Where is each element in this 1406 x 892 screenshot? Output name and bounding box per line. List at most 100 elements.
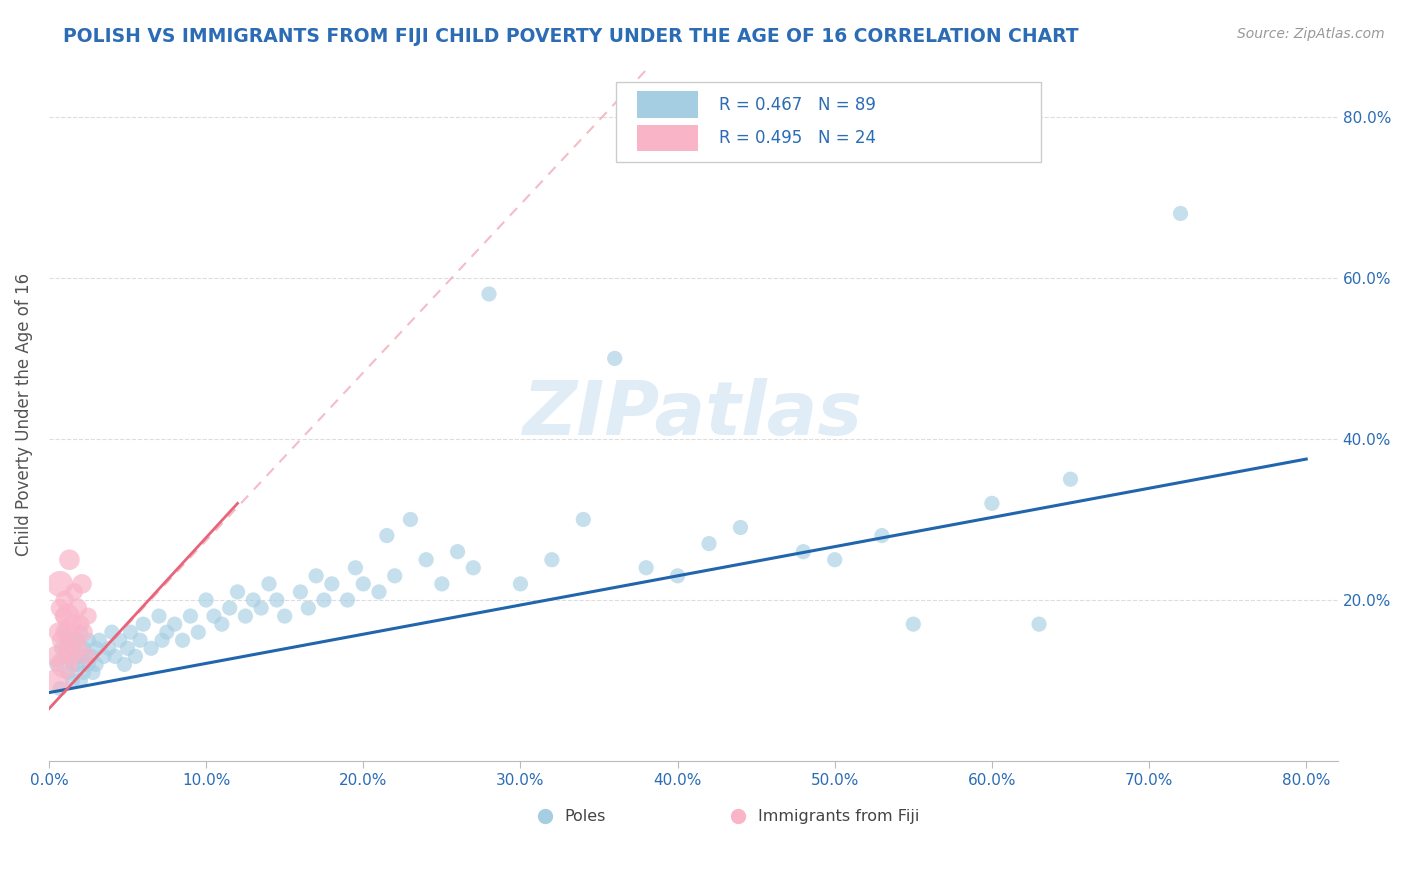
Point [49,577,72,591]
Point [53,625,76,640]
Point [77,609,100,624]
Point [53,657,76,672]
Point [1059,472,1081,486]
Point [1028,617,1050,632]
Point [297,601,319,615]
Point [195,593,218,607]
Point [53,649,76,664]
Point [218,601,240,615]
Text: Poles: Poles [564,809,606,824]
Point [980,496,1002,510]
Point [509,577,531,591]
Point [156,625,179,640]
Point [824,552,846,566]
Point [101,625,124,640]
Point [163,617,186,632]
Point [70,577,93,591]
Point [352,577,374,591]
Point [399,512,422,526]
Point [603,351,626,366]
Point [63,585,86,599]
Point [273,609,295,624]
Point [730,520,752,534]
Point [59,649,82,664]
Point [187,625,209,640]
Point [792,544,814,558]
Point [226,585,249,599]
Point [108,633,131,648]
Point [478,287,501,301]
Text: Source: ZipAtlas.com: Source: ZipAtlas.com [1237,27,1385,41]
FancyBboxPatch shape [616,82,1042,162]
Point [56,665,79,680]
Point [66,633,89,648]
Point [56,609,79,624]
Point [202,609,225,624]
FancyBboxPatch shape [637,91,699,118]
Y-axis label: Child Poverty Under the Age of 16: Child Poverty Under the Age of 16 [15,273,32,557]
Point [120,625,142,640]
Text: R = 0.467   N = 89: R = 0.467 N = 89 [718,95,876,113]
Point [77,633,100,648]
Point [112,657,135,672]
Point [62,673,84,688]
Point [84,641,107,656]
Point [69,617,91,632]
Point [321,577,343,591]
Point [97,641,120,656]
Point [69,625,91,640]
Point [139,641,162,656]
Point [62,641,84,656]
Point [446,544,468,558]
Point [636,561,658,575]
Point [72,665,94,680]
Point [65,649,87,664]
Text: R = 0.495   N = 24: R = 0.495 N = 24 [718,128,876,147]
Text: POLISH VS IMMIGRANTS FROM FIJI CHILD POVERTY UNDER THE AGE OF 16 CORRELATION CHA: POLISH VS IMMIGRANTS FROM FIJI CHILD POV… [63,27,1078,45]
Point [72,641,94,656]
Point [463,561,485,575]
Point [235,609,257,624]
Point [66,601,89,615]
Point [132,617,155,632]
Point [344,561,367,575]
Point [129,633,152,648]
Point [541,552,564,566]
Point [336,593,359,607]
Point [266,593,288,607]
Point [242,593,264,607]
Point [75,649,97,664]
Point [179,609,201,624]
Point [870,528,893,542]
Point [305,569,328,583]
Point [124,649,146,664]
Point [84,657,107,672]
Point [45,649,67,664]
Point [58,633,80,648]
Point [172,633,194,648]
Point [148,609,170,624]
Point [375,528,398,542]
Text: ZIPatlas: ZIPatlas [523,378,863,451]
Point [290,585,312,599]
Point [666,569,689,583]
FancyBboxPatch shape [637,125,699,151]
Point [52,609,75,624]
Point [77,657,100,672]
Point [49,601,72,615]
Point [415,552,437,566]
Point [48,625,70,640]
Point [89,633,111,648]
Point [56,641,79,656]
Point [67,641,90,656]
Point [51,633,73,648]
Point [93,649,115,664]
Point [45,657,67,672]
Point [62,617,84,632]
Point [257,577,280,591]
Point [72,625,94,640]
Point [45,673,67,688]
Point [250,601,273,615]
Point [58,552,80,566]
Point [150,633,173,648]
